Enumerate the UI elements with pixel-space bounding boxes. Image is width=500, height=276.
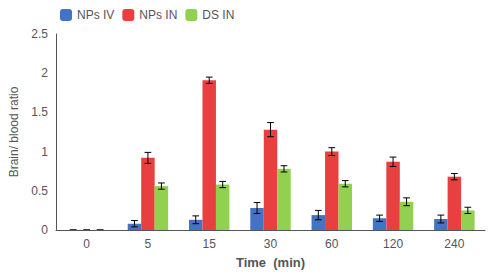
svg-text:60: 60 (325, 237, 339, 251)
svg-text:NPs IN: NPs IN (139, 8, 177, 22)
svg-text:NPs IV: NPs IV (77, 8, 114, 22)
svg-text:1.5: 1.5 (31, 105, 48, 119)
svg-text:5: 5 (145, 237, 152, 251)
svg-text:2.5: 2.5 (31, 27, 48, 41)
svg-text:240: 240 (444, 237, 464, 251)
svg-text:15: 15 (203, 237, 217, 251)
svg-text:30: 30 (264, 237, 278, 251)
svg-text:0: 0 (41, 223, 48, 237)
svg-text:2: 2 (41, 66, 48, 80)
svg-text:Brain/ blood ratio: Brain/ blood ratio (7, 86, 21, 177)
svg-text:1: 1 (41, 145, 48, 159)
svg-text:0: 0 (83, 237, 90, 251)
svg-text:Time (min): Time (min) (236, 255, 305, 270)
svg-text:0.5: 0.5 (31, 184, 48, 198)
svg-text:DS IN: DS IN (202, 8, 234, 22)
svg-text:120: 120 (383, 237, 403, 251)
